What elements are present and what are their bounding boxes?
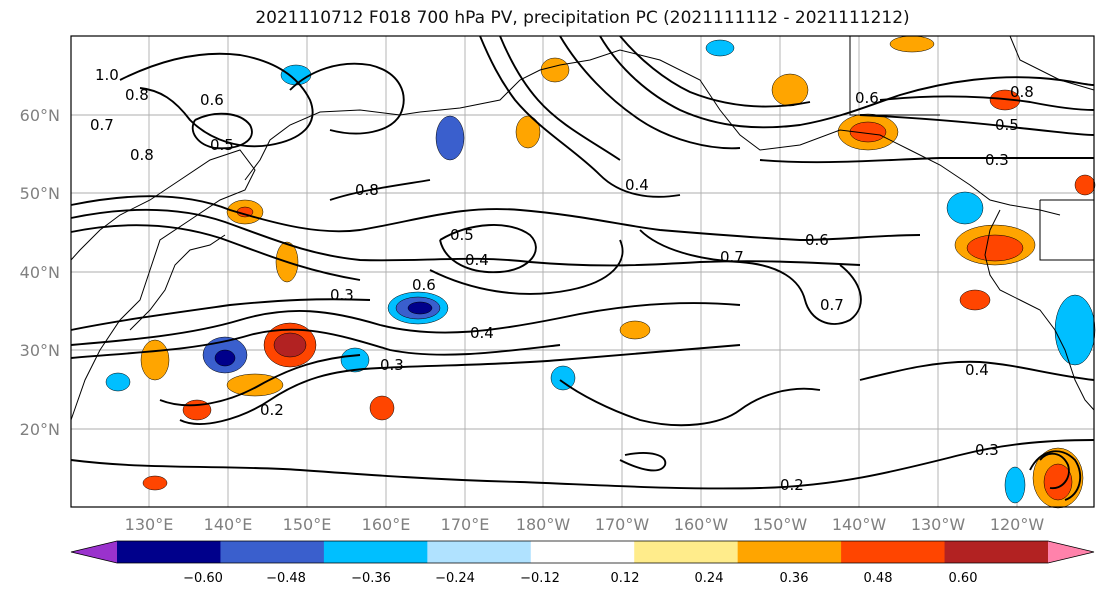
- colorbar-segment: [427, 541, 532, 563]
- colorbar-tick-label: 0.36: [779, 571, 809, 586]
- contour-label: 0.7: [720, 248, 744, 266]
- colorbar-extend-min: [71, 541, 117, 563]
- colorbar-tick-label: 0.24: [694, 571, 724, 586]
- lon-label: 150°W: [752, 515, 808, 534]
- precip-blob-positive: [619, 320, 651, 340]
- colorbar-tick-label: −0.24: [435, 571, 475, 586]
- colorbar-tick-label: −0.48: [266, 571, 306, 586]
- precip-blob-negative: [1054, 294, 1096, 366]
- contour-label: 0.8: [130, 146, 154, 164]
- precip-blob-negative: [105, 372, 131, 392]
- precip-blob-negative: [214, 349, 236, 367]
- lon-label: 130°W: [910, 515, 966, 534]
- contour-label: 0.8: [1010, 83, 1034, 101]
- colorbar-segment: [530, 541, 635, 563]
- precip-blob-negative: [435, 115, 465, 161]
- contour-label: 0.4: [465, 251, 489, 269]
- colorbar-tick-label: −0.36: [351, 571, 391, 586]
- contour-label: 1.0: [95, 66, 119, 84]
- contour-label: 0.6: [412, 276, 436, 294]
- contour-label: 0.3: [380, 356, 404, 374]
- map-gridlines: [71, 36, 1094, 507]
- map-border: [70, 35, 1095, 508]
- precip-blob-positive: [849, 121, 887, 143]
- lon-label: 140°E: [203, 515, 253, 534]
- contour-label: 0.6: [805, 231, 829, 249]
- lon-label: 140°W: [831, 515, 887, 534]
- colorbar-segment: [323, 541, 428, 563]
- contour-label: 0.7: [820, 296, 844, 314]
- precip-shading: [105, 35, 1096, 509]
- contour-label: 0.3: [975, 441, 999, 459]
- precip-blob-positive: [771, 73, 809, 107]
- colorbar-segment: [841, 541, 946, 563]
- precip-blob-positive: [273, 332, 307, 358]
- lat-label: 50°N: [19, 184, 60, 203]
- precip-blob-negative: [550, 365, 576, 391]
- coastlines: [70, 35, 1095, 421]
- contour-label: 0.2: [780, 476, 804, 494]
- lon-label: 170°E: [440, 515, 490, 534]
- pv-contours: [70, 35, 1095, 501]
- lon-label: 130°E: [124, 515, 174, 534]
- colorbar-segment: [944, 541, 1049, 563]
- colorbar-extend-max: [1048, 541, 1094, 563]
- colorbar-segment: [634, 541, 739, 563]
- colorbar-tick-label: 0.12: [610, 571, 640, 586]
- colorbar-tick-label: −0.12: [520, 571, 560, 586]
- precip-blob-positive: [889, 35, 935, 53]
- contour-label: 0.5: [995, 116, 1019, 134]
- precip-blob-positive: [369, 395, 395, 421]
- colorbar-tick-label: −0.60: [183, 571, 223, 586]
- contour-label: 0.3: [330, 286, 354, 304]
- lon-label: 160°E: [361, 515, 411, 534]
- precip-blob-negative: [946, 191, 984, 225]
- colorbar-segment: [117, 541, 221, 563]
- map-title: 2021110712 F018 700 hPa PV, precipitatio…: [255, 8, 910, 28]
- precip-blob-positive: [959, 289, 991, 311]
- colorbar: [70, 540, 1095, 564]
- contour-label: 0.8: [125, 86, 149, 104]
- colorbar-segment: [220, 541, 325, 563]
- precip-blob-negative: [1004, 466, 1026, 504]
- precip-blob-positive: [540, 57, 570, 83]
- lat-label: 40°N: [19, 263, 60, 282]
- contour-label: 0.7: [90, 116, 114, 134]
- lon-label: 170°W: [594, 515, 650, 534]
- contour-label-group: 1.0 0.8 0.7 0.6 0.5 0.4 0.3 0.2 0.8 0.8 …: [90, 66, 1034, 494]
- precip-blob-positive: [966, 234, 1024, 262]
- precip-blob-positive: [1043, 463, 1073, 501]
- precip-blob-negative: [340, 347, 370, 373]
- contour-label: 0.2: [260, 401, 284, 419]
- lon-label: 160°W: [673, 515, 729, 534]
- contour-label: 0.4: [965, 361, 989, 379]
- lat-label: 30°N: [19, 341, 60, 360]
- precip-blob-positive: [140, 339, 170, 381]
- contour-label: 0.6: [200, 91, 224, 109]
- precip-blob-positive: [515, 115, 541, 149]
- lon-label: 120°W: [989, 515, 1045, 534]
- colorbar-tick-label: 0.48: [863, 571, 893, 586]
- contour-label: 0.4: [625, 176, 649, 194]
- lat-label: 20°N: [19, 420, 60, 439]
- colorbar-segment: [737, 541, 842, 563]
- contour-label: 0.6: [855, 89, 879, 107]
- precip-blob-negative: [407, 301, 433, 315]
- lat-label: 60°N: [19, 106, 60, 125]
- lon-label: 150°E: [282, 515, 332, 534]
- precip-blob-positive: [1074, 174, 1096, 196]
- precip-blob-positive: [142, 475, 168, 491]
- colorbar-outline: [70, 540, 1095, 564]
- contour-label: 0.4: [470, 324, 494, 342]
- contour-label: 0.3: [985, 151, 1009, 169]
- colorbar-tick-label: 0.60: [948, 571, 978, 586]
- map-frame-bg: [71, 36, 1094, 507]
- contour-label: 0.5: [210, 136, 234, 154]
- contour-label: 0.5: [450, 226, 474, 244]
- contour-label: 0.8: [355, 181, 379, 199]
- precip-blob-negative: [705, 39, 735, 57]
- lon-label: 180°W: [515, 515, 571, 534]
